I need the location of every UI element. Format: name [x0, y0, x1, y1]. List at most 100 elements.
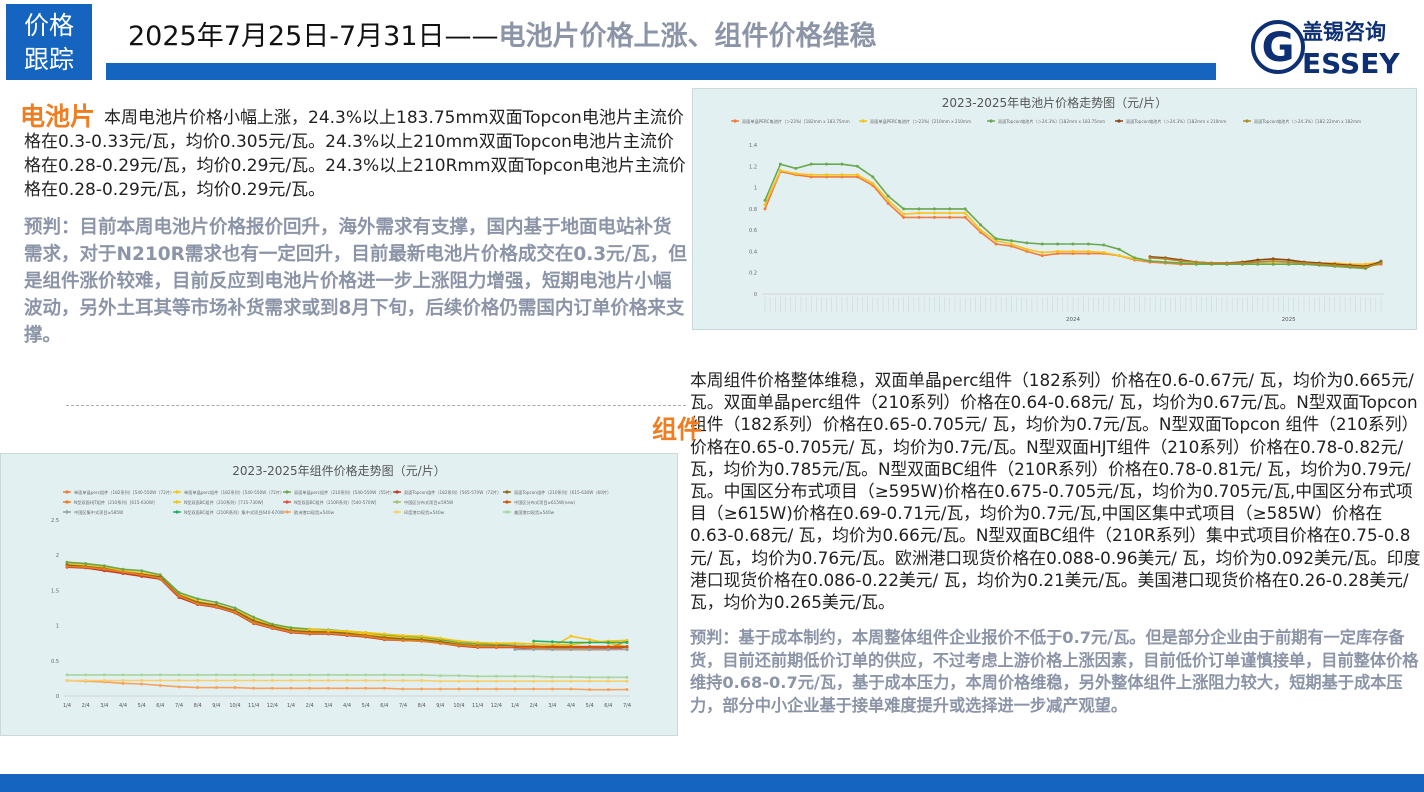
data-point	[902, 212, 906, 216]
legend-marker	[65, 500, 69, 504]
data-point	[1056, 252, 1060, 256]
data-point	[196, 602, 200, 606]
data-point	[345, 629, 349, 633]
data-point	[308, 686, 312, 690]
x-tick-label: 2/4	[82, 703, 90, 709]
data-point	[917, 211, 921, 215]
x-tick-label: 10/4	[229, 703, 240, 709]
logo-ring	[1251, 20, 1305, 74]
data-point	[1163, 260, 1167, 264]
legend-marker	[175, 490, 179, 494]
data-point	[345, 679, 349, 683]
data-point	[158, 573, 162, 577]
legend-marker	[505, 490, 509, 494]
data-point	[494, 687, 498, 691]
legend-label: 单面单晶perc组件（182系列）[540-550W（72片）	[74, 489, 174, 496]
data-point	[994, 242, 998, 246]
data-point	[1117, 247, 1121, 251]
data-point	[457, 679, 461, 683]
data-point	[140, 673, 144, 677]
data-point	[252, 619, 256, 623]
data-point	[401, 687, 405, 691]
data-point	[550, 645, 554, 649]
data-point	[1102, 243, 1106, 247]
data-point	[364, 679, 368, 683]
data-point	[840, 175, 844, 179]
x-tick-label: 4/4	[119, 703, 127, 709]
data-point	[494, 641, 498, 645]
x-tick-label: 6/4	[156, 703, 164, 709]
x-group-label: 2024	[1066, 317, 1080, 323]
data-point	[1333, 263, 1337, 267]
data-point	[569, 645, 573, 649]
module-forecast-text: 预判：基于成本制约，本周整体组件企业报价不低于0.7元/瓦。但是部分企业由于前期…	[690, 628, 1419, 715]
data-point	[1317, 262, 1321, 266]
data-point	[364, 631, 368, 635]
data-point	[994, 239, 998, 243]
y-tick-label: 1	[754, 186, 757, 192]
data-point	[550, 643, 554, 647]
data-point	[364, 634, 368, 638]
data-point	[494, 674, 498, 678]
cell-price-chart: 2023-2025年电池片价格走势图（元/片） 双面单晶PERC电池片（＞23%）…	[692, 88, 1417, 330]
data-point	[196, 679, 200, 683]
x-tick-label: 7/4	[399, 703, 407, 709]
x-tick-label: 2/4	[306, 703, 314, 709]
data-point	[871, 175, 875, 179]
legend-label: 中国区集中式项目≥585W	[74, 509, 123, 516]
data-point	[625, 638, 629, 642]
data-point	[588, 688, 592, 692]
data-point	[121, 570, 125, 574]
data-point	[855, 175, 859, 179]
legend-marker	[175, 500, 179, 504]
data-point	[438, 641, 442, 645]
data-point	[289, 630, 293, 634]
data-point	[902, 207, 906, 211]
data-point	[532, 674, 536, 678]
data-point	[1086, 249, 1090, 253]
data-point	[550, 687, 554, 691]
legend-label: 双面Topcon电池片（＞24.3%）[182mm x 183.75mm	[998, 118, 1105, 125]
data-point	[494, 679, 498, 683]
data-point	[233, 673, 237, 677]
data-point	[382, 632, 386, 636]
data-point	[809, 162, 813, 166]
data-point	[476, 645, 480, 649]
data-point	[401, 673, 405, 677]
data-point	[382, 679, 386, 683]
x-tick-label: 6/4	[604, 703, 612, 709]
cell-forecast-text: 预判：目前本周电池片价格报价回升，海外需求有支撑，国内基于地面电站补货需求，对于…	[24, 217, 687, 346]
section-tag-line2: 跟踪	[23, 45, 74, 74]
y-tick-label: 0.8	[749, 207, 757, 213]
data-point	[1287, 258, 1291, 262]
legend-marker	[733, 119, 737, 123]
data-point	[1117, 254, 1121, 258]
y-tick-label: 2.5	[51, 518, 59, 524]
data-point	[1302, 261, 1306, 265]
module-price-chart-svg: 2023-2025年组件价格走势图（元/片） 单面单晶perc组件（182系列）[…	[51, 463, 631, 709]
x-tick-label: 3/4	[100, 703, 108, 709]
data-point	[778, 162, 782, 166]
legend-label: 美国港口现货≥540w	[514, 509, 555, 516]
legend-marker	[1117, 119, 1121, 123]
data-point	[1071, 249, 1075, 253]
series-line	[533, 640, 627, 644]
data-point	[438, 636, 442, 640]
legend-marker	[395, 490, 399, 494]
data-point	[140, 679, 144, 683]
legend-label: 印度港口现货≥540w	[404, 509, 445, 516]
data-point	[606, 640, 610, 644]
data-point	[121, 673, 125, 677]
data-point	[532, 639, 536, 643]
data-point	[569, 640, 573, 644]
data-point	[763, 203, 767, 207]
data-point	[102, 673, 106, 677]
data-point	[289, 679, 293, 683]
data-point	[932, 215, 936, 219]
x-tick-label: 9/4	[436, 703, 444, 709]
legend-label: 中国区分布式项目≥615W(new)	[514, 499, 575, 506]
data-point	[476, 640, 480, 644]
legend-marker	[175, 510, 179, 514]
data-point	[840, 162, 844, 166]
x-tick-label: 1/4	[511, 703, 519, 709]
